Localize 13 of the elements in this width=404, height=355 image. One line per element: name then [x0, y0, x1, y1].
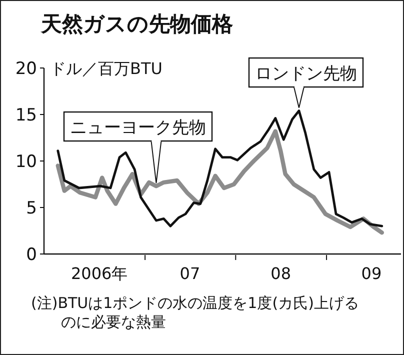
- series-label: ニューヨーク先物: [70, 118, 206, 138]
- y-axis-title: ドル／百万BTU: [50, 59, 162, 78]
- y-tick-label: 0: [26, 245, 37, 265]
- chart-title: 天然ガスの先物価格: [40, 12, 234, 36]
- y-tick-label: 5: [26, 198, 37, 218]
- y-tick-label: 15: [15, 106, 37, 126]
- x-tick-label: 07: [180, 264, 200, 283]
- x-tick-label: 2006年: [71, 264, 128, 283]
- x-tick-label: 08: [270, 264, 292, 283]
- text: (注)BTUは1ポンドの水の温度を1度(カ氏)上げるのに必要な熱量: [31, 294, 360, 332]
- y-tick-label: 10: [15, 152, 37, 172]
- y-tick-label: 20: [15, 59, 37, 79]
- x-tick-label: 09: [361, 264, 382, 283]
